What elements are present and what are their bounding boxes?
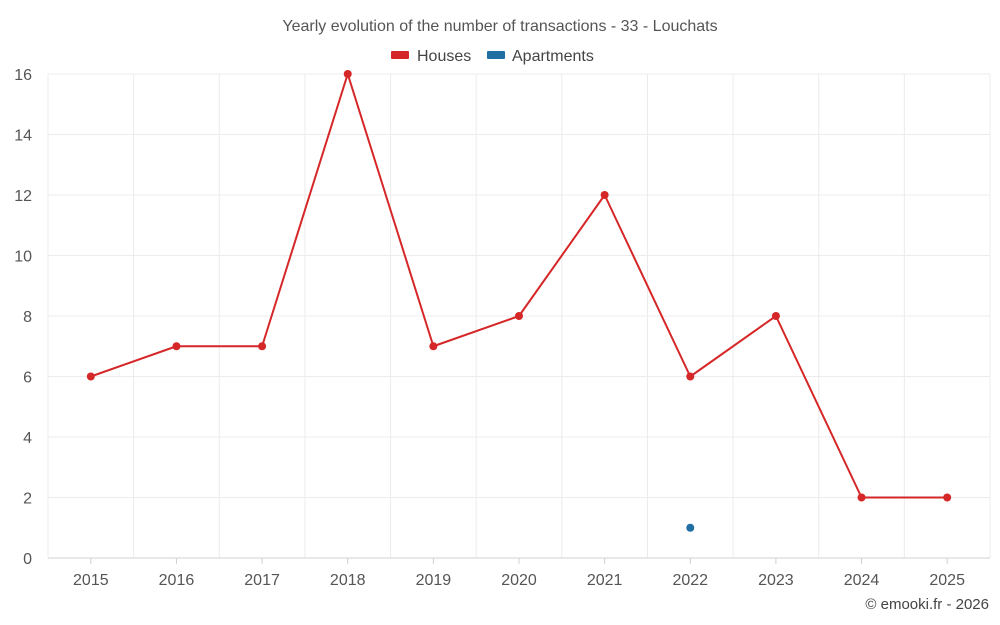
legend-label-apartments: Apartments <box>512 48 594 65</box>
series-houses <box>86 70 952 502</box>
data-point-houses[interactable] <box>686 372 695 381</box>
legend-swatch-houses <box>391 51 409 59</box>
data-point-houses[interactable] <box>943 493 952 502</box>
axes: 0 2 4 6 8 10 12 14 16 2015 2016 2017 2018 2019 2020 202… <box>14 67 990 589</box>
y-tick-label: 14 <box>14 128 32 145</box>
data-point-houses[interactable] <box>857 493 866 502</box>
x-tick-label: 2023 <box>758 572 794 589</box>
y-tick-label: 10 <box>14 249 32 266</box>
y-tick-label: 6 <box>23 370 32 387</box>
data-point-houses[interactable] <box>600 191 609 199</box>
legend-swatch-apartments <box>487 51 505 59</box>
credit-text: © emooki.fr - 2026 <box>865 596 989 613</box>
y-tick-label: 4 <box>23 430 32 447</box>
data-point-houses[interactable] <box>515 312 523 320</box>
y-tick-label: 2 <box>23 491 32 508</box>
legend-item-houses[interactable]: Houses <box>391 48 471 65</box>
x-tick-label: 2020 <box>501 572 537 589</box>
y-tick-label: 16 <box>14 67 32 84</box>
legend: Houses Apartments <box>391 48 594 65</box>
x-tick-label: 2017 <box>244 572 280 589</box>
x-tick-label: 2018 <box>330 572 366 589</box>
data-point-houses[interactable] <box>86 372 95 381</box>
legend-label-houses: Houses <box>417 48 471 65</box>
y-tick-label: 0 <box>23 551 32 568</box>
x-tick-label: 2015 <box>73 572 109 589</box>
data-point-houses[interactable] <box>343 70 352 78</box>
x-tick-label: 2025 <box>929 572 965 589</box>
y-tick-label: 8 <box>23 309 32 326</box>
x-tick-label: 2021 <box>587 572 623 589</box>
x-tick-label: 2024 <box>844 572 880 589</box>
data-point-houses[interactable] <box>172 342 181 351</box>
chart-title: Yearly evolution of the number of transa… <box>282 18 717 35</box>
x-tick-label: 2019 <box>416 572 452 589</box>
y-tick-label: 12 <box>14 188 32 205</box>
data-point-apartments[interactable] <box>686 523 695 532</box>
legend-item-apartments[interactable]: Apartments <box>487 48 594 65</box>
data-point-houses[interactable] <box>429 342 438 351</box>
x-tick-label: 2016 <box>159 572 195 589</box>
series-apartments <box>686 523 695 532</box>
data-point-houses[interactable] <box>771 312 780 320</box>
grid <box>47 73 991 558</box>
x-tick-label: 2022 <box>672 572 708 589</box>
data-point-houses[interactable] <box>258 342 267 351</box>
series <box>86 70 952 532</box>
